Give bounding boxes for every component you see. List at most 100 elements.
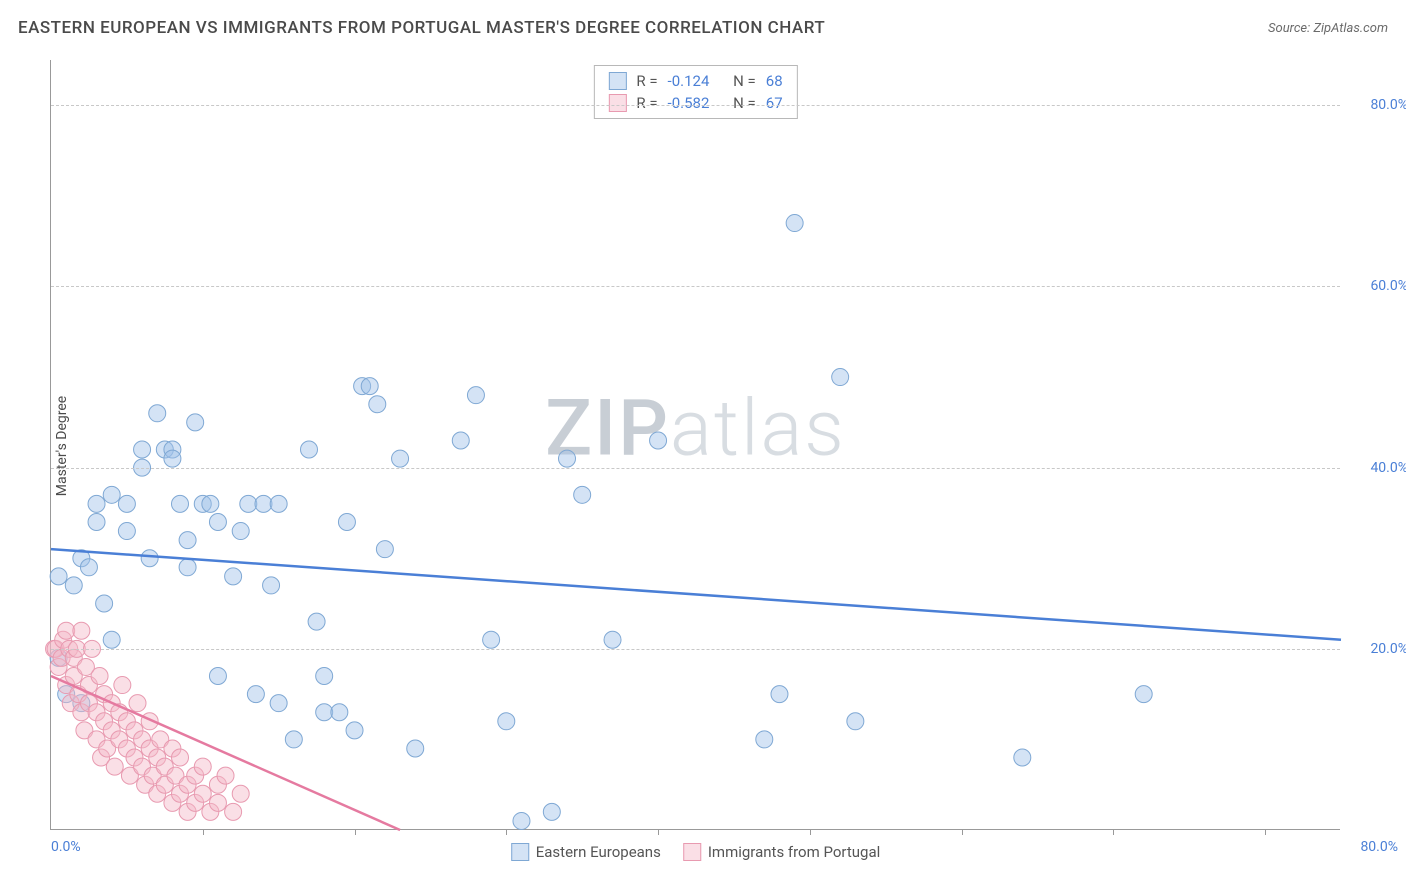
scatter-point [331, 704, 348, 721]
scatter-svg [51, 60, 1340, 829]
scatter-point [559, 450, 576, 467]
r-label-1: R = [636, 94, 657, 112]
scatter-point [483, 631, 500, 648]
scatter-point [650, 432, 667, 449]
scatter-point [179, 776, 196, 793]
scatter-point [179, 803, 196, 820]
scatter-point [111, 731, 128, 748]
scatter-point [73, 550, 90, 567]
scatter-point [58, 677, 75, 694]
scatter-point [149, 749, 166, 766]
scatter-point [73, 695, 90, 712]
scatter-point [376, 541, 393, 558]
scatter-point [543, 803, 560, 820]
scatter-point [118, 713, 135, 730]
scatter-point [202, 495, 219, 512]
scatter-point [114, 677, 131, 694]
scatter-point [179, 559, 196, 576]
legend-swatch-0 [511, 843, 529, 861]
legend-item-series-0: Eastern Europeans [511, 843, 661, 861]
stats-row-series-1: R = -0.582 N = 67 [608, 92, 782, 114]
scatter-point [137, 776, 154, 793]
x-tick-mark [203, 829, 204, 835]
scatter-point [202, 803, 219, 820]
scatter-point [126, 749, 143, 766]
trend-line [51, 676, 400, 830]
scatter-point [103, 486, 120, 503]
scatter-point [1014, 749, 1031, 766]
y-tick-label: 40.0% [1370, 460, 1406, 476]
x-tick-label: 0.0% [51, 839, 81, 855]
scatter-point [134, 441, 151, 458]
scatter-point [53, 649, 70, 666]
scatter-point [99, 740, 116, 757]
watermark: ZIPatlas [545, 384, 846, 475]
scatter-point [65, 577, 82, 594]
scatter-point [1135, 686, 1152, 703]
scatter-point [141, 740, 158, 757]
scatter-point [77, 658, 94, 675]
scatter-point [604, 631, 621, 648]
scatter-point [149, 785, 166, 802]
scatter-point [513, 812, 530, 829]
scatter-point [73, 704, 90, 721]
scatter-point [225, 568, 242, 585]
scatter-point [498, 713, 515, 730]
scatter-point [65, 649, 82, 666]
legend-label-1: Immigrants from Portugal [708, 843, 880, 861]
scatter-point [141, 550, 158, 567]
scatter-point [80, 677, 97, 694]
bottom-legend: Eastern Europeans Immigrants from Portug… [511, 843, 881, 861]
scatter-point [118, 495, 135, 512]
scatter-point [240, 495, 257, 512]
y-tick-label: 20.0% [1370, 641, 1406, 657]
scatter-point [103, 695, 120, 712]
scatter-point [194, 785, 211, 802]
scatter-point [156, 758, 173, 775]
scatter-point [263, 577, 280, 594]
scatter-point [144, 767, 161, 784]
y-tick-label: 80.0% [1370, 97, 1406, 113]
scatter-point [88, 731, 105, 748]
scatter-point [134, 731, 151, 748]
x-tick-mark [1113, 829, 1114, 835]
scatter-point [76, 722, 93, 739]
scatter-point [179, 532, 196, 549]
scatter-point [134, 758, 151, 775]
gridline-h [51, 649, 1340, 650]
scatter-point [187, 794, 204, 811]
scatter-point [152, 731, 169, 748]
scatter-point [121, 767, 138, 784]
scatter-point [164, 441, 181, 458]
header: EASTERN EUROPEAN VS IMMIGRANTS FROM PORT… [18, 18, 1388, 38]
scatter-point [232, 785, 249, 802]
plot-area: ZIPatlas R = -0.124 N = 68 R = -0.582 N … [50, 60, 1340, 830]
scatter-point [354, 378, 371, 395]
scatter-point [346, 722, 363, 739]
scatter-point [209, 514, 226, 531]
scatter-point [209, 794, 226, 811]
scatter-point [369, 396, 386, 413]
n-value-1: 67 [766, 94, 783, 112]
scatter-point [187, 767, 204, 784]
scatter-point [50, 658, 67, 675]
scatter-point [164, 450, 181, 467]
scatter-point [70, 686, 87, 703]
scatter-point [270, 695, 287, 712]
scatter-point [361, 378, 378, 395]
scatter-point [187, 414, 204, 431]
scatter-point [118, 740, 135, 757]
x-tick-mark [355, 829, 356, 835]
scatter-point [103, 631, 120, 648]
scatter-point [73, 622, 90, 639]
scatter-point [50, 568, 67, 585]
scatter-point [58, 622, 75, 639]
scatter-point [111, 704, 128, 721]
scatter-point [106, 758, 123, 775]
legend-swatch-1 [683, 843, 701, 861]
scatter-point [164, 740, 181, 757]
scatter-point [194, 758, 211, 775]
scatter-point [88, 495, 105, 512]
scatter-point [285, 731, 302, 748]
scatter-point [96, 595, 113, 612]
